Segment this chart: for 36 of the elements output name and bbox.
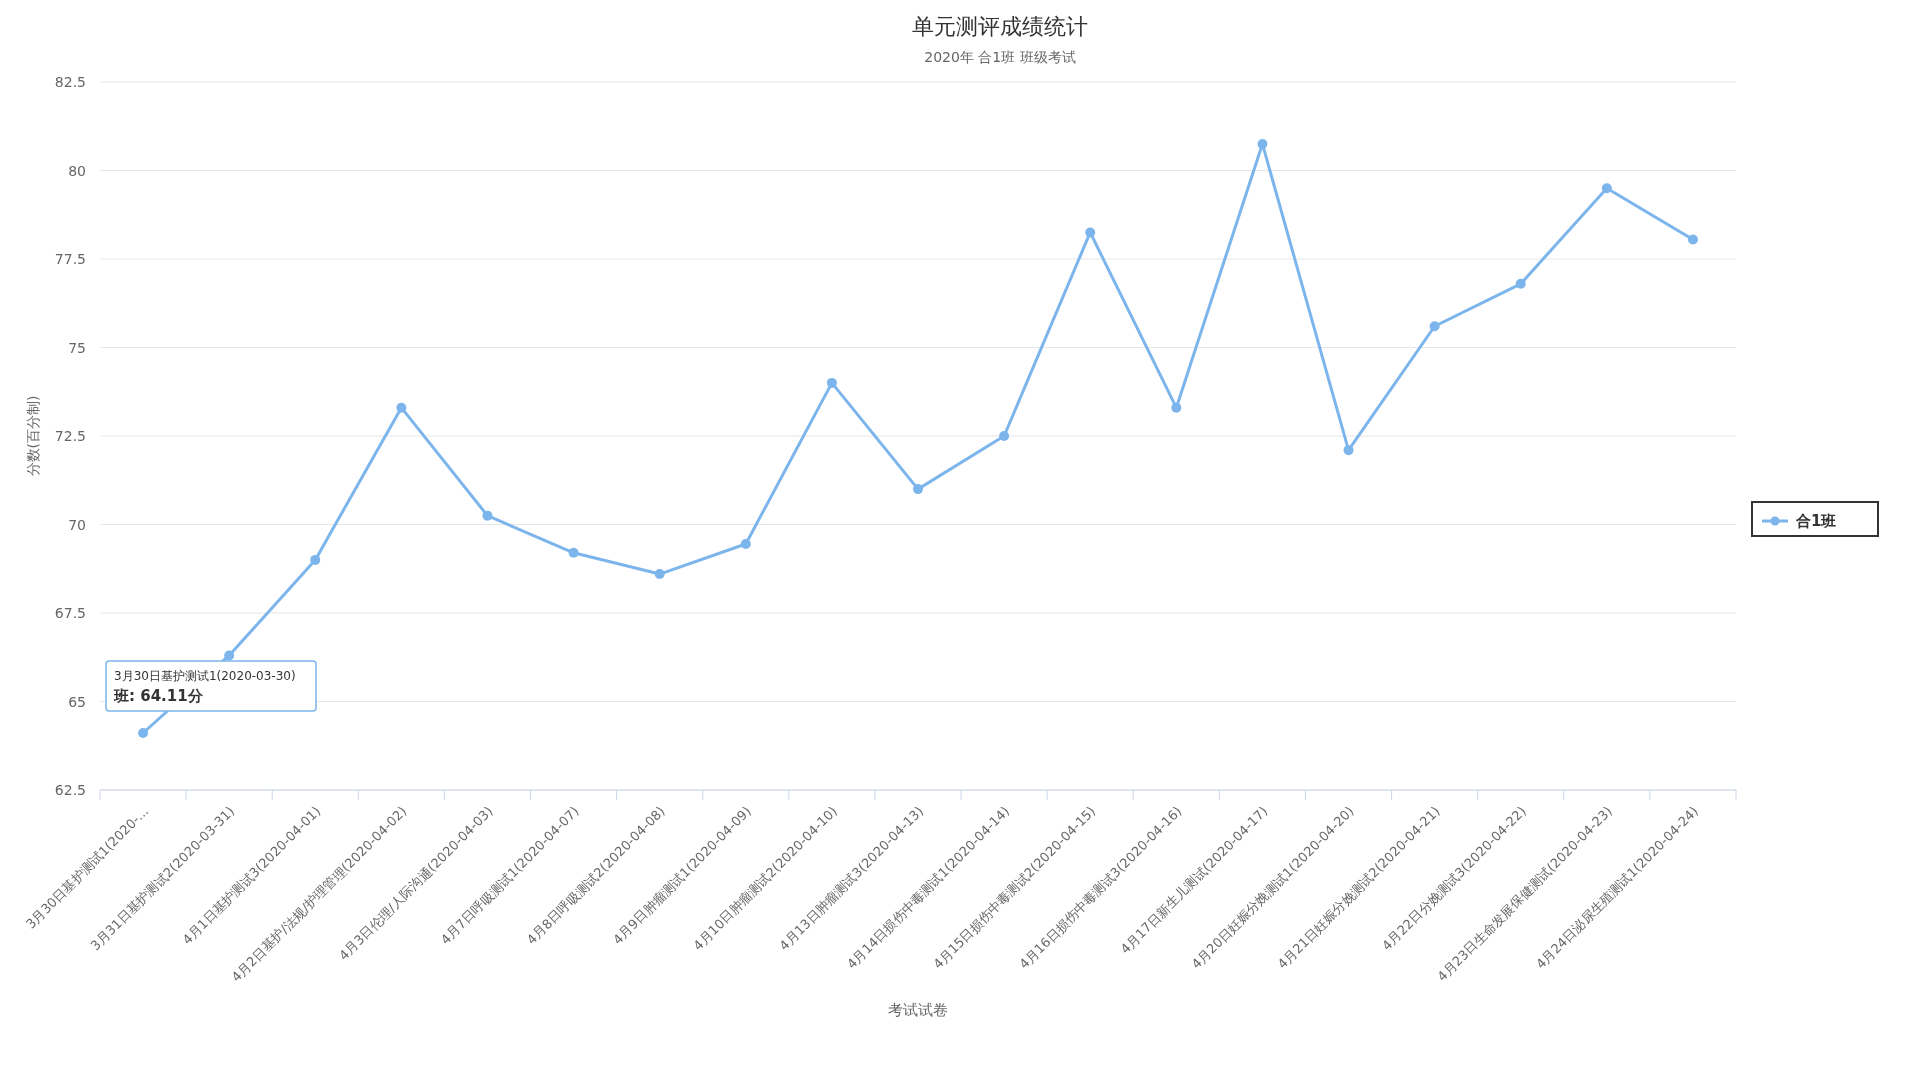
annotation: 3月30日基护测试1(2020-03-30) 班: 64.11分	[113, 669, 296, 706]
y-axis-title: 分数(百分制)	[25, 395, 41, 477]
point	[1601, 183, 1612, 194]
y-tick-label: 72.5	[54, 428, 86, 444]
point	[826, 377, 837, 388]
y-tick-label: 70	[68, 516, 86, 533]
point	[482, 510, 493, 521]
chart-subtitle: 2020年 合1班 班级考试	[924, 49, 1076, 65]
y-tick-label: 82.5	[54, 74, 86, 90]
legend: 合1班	[1751, 501, 1879, 537]
point	[568, 547, 579, 558]
y-tick-label: 77.5	[54, 251, 86, 267]
point	[1429, 321, 1440, 332]
chart-title: 单元测评成绩统计	[912, 14, 1088, 39]
point	[138, 728, 149, 739]
x-axis-title: 考试试卷	[888, 1001, 948, 1019]
point	[1343, 445, 1354, 456]
point	[913, 484, 923, 495]
point	[1171, 402, 1182, 413]
point	[740, 538, 751, 549]
point	[999, 431, 1010, 441]
point	[224, 650, 235, 661]
legend-label: 合1班	[1795, 512, 1837, 530]
point	[396, 402, 407, 413]
point	[1687, 234, 1698, 245]
point	[1085, 227, 1096, 238]
point	[310, 554, 321, 565]
y-tick-label: 80	[68, 162, 86, 179]
y-tick-label: 65	[68, 693, 86, 710]
point	[1515, 278, 1526, 289]
y-tick-label: 75	[68, 339, 86, 356]
point	[654, 569, 665, 580]
tooltip: 3月30日基护测试1(2020-03-30) 班: 64.11分	[105, 660, 317, 712]
y-tick-label: 67.5	[54, 605, 86, 621]
y-tick-label: 62.5	[54, 782, 86, 798]
point	[1257, 138, 1268, 149]
